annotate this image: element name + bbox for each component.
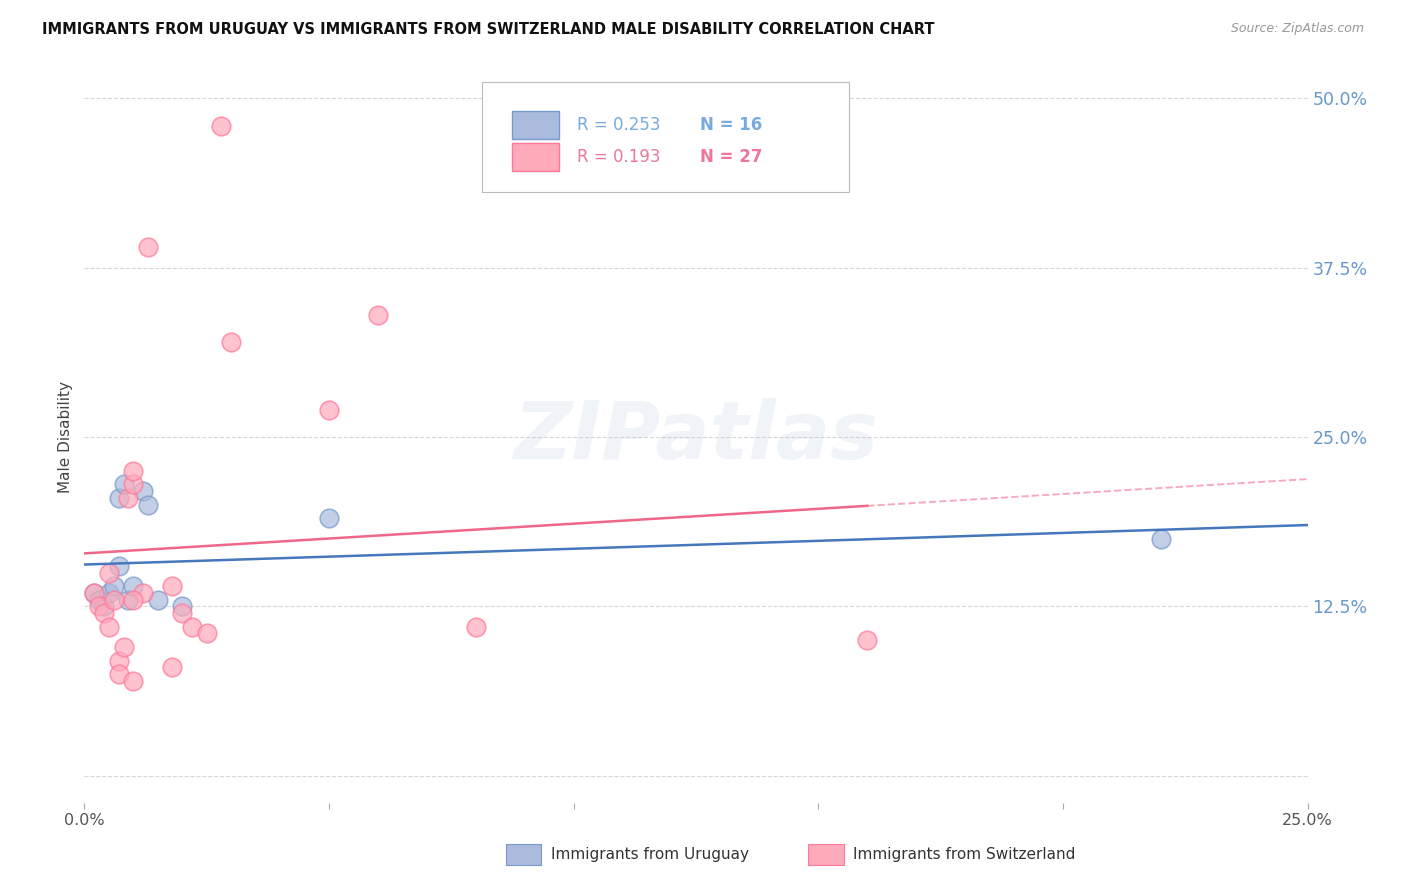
Point [87, 599, 110, 614]
Text: R = 0.253: R = 0.253 [578, 116, 661, 134]
FancyBboxPatch shape [482, 82, 849, 192]
Point [136, 498, 159, 512]
Point [107, 654, 129, 668]
Point [103, 592, 125, 607]
Text: R = 0.193: R = 0.193 [578, 148, 661, 166]
Point [122, 673, 145, 688]
Text: N = 16: N = 16 [700, 116, 762, 134]
Point [132, 484, 155, 499]
Point [146, 592, 169, 607]
Point [107, 558, 129, 573]
Point [122, 592, 145, 607]
Text: Immigrants from Uruguay: Immigrants from Uruguay [551, 847, 749, 862]
Y-axis label: Male Disability: Male Disability [58, 381, 73, 493]
Point [112, 477, 135, 491]
Bar [513, 111, 560, 138]
Point [112, 640, 135, 654]
Point [195, 626, 218, 640]
Point [97, 566, 120, 580]
Point [132, 586, 155, 600]
Point [318, 403, 340, 417]
Point [122, 477, 145, 491]
Point [162, 579, 184, 593]
Point [209, 119, 232, 133]
Point [172, 606, 194, 620]
Point [117, 592, 139, 607]
Point [856, 633, 879, 648]
Point [367, 308, 389, 322]
Point [464, 620, 486, 634]
Point [107, 667, 129, 681]
Point [117, 491, 139, 505]
Point [97, 586, 120, 600]
Text: Immigrants from Switzerland: Immigrants from Switzerland [853, 847, 1076, 862]
Point [103, 579, 125, 593]
Text: N = 27: N = 27 [700, 148, 762, 166]
Point [181, 620, 204, 634]
Point [122, 464, 145, 478]
Point [219, 335, 242, 350]
Point [318, 511, 340, 525]
Point [93, 606, 115, 620]
Point [87, 592, 110, 607]
Point [93, 599, 115, 614]
Bar [513, 143, 560, 171]
Point [83, 586, 105, 600]
Text: Source: ZipAtlas.com: Source: ZipAtlas.com [1230, 22, 1364, 36]
Text: IMMIGRANTS FROM URUGUAY VS IMMIGRANTS FROM SWITZERLAND MALE DISABILITY CORRELATI: IMMIGRANTS FROM URUGUAY VS IMMIGRANTS FR… [42, 22, 935, 37]
Point [122, 579, 145, 593]
Text: ZIPatlas: ZIPatlas [513, 398, 879, 476]
Point [172, 599, 194, 614]
Point [97, 620, 120, 634]
Point [162, 660, 184, 674]
Point [83, 586, 105, 600]
Point [107, 491, 129, 505]
Point [136, 240, 159, 254]
Point [1150, 532, 1173, 546]
